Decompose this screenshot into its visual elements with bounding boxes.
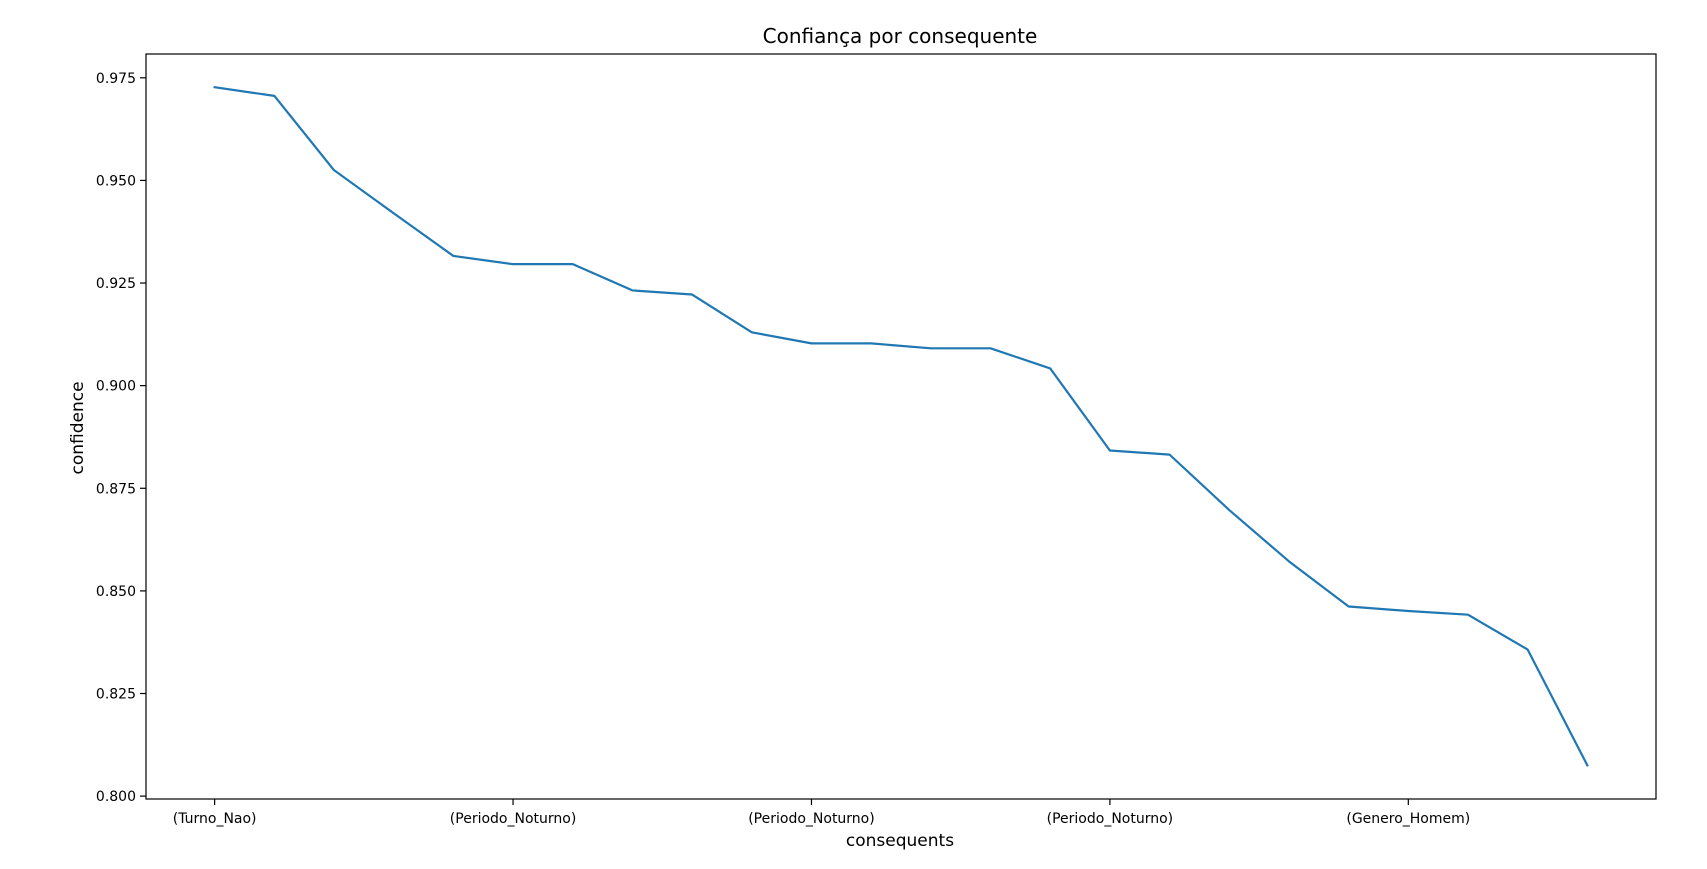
x-tick-label: (Periodo_Noturno): [450, 811, 577, 827]
x-axis-label: consequents: [846, 831, 954, 851]
x-tick-label: (Periodo_Noturno): [748, 811, 875, 827]
y-tick-label: 0.825: [96, 687, 136, 703]
chart-title: Confiança por consequente: [763, 24, 1038, 48]
y-axis-label: confidence: [68, 381, 88, 474]
y-tick-label: 0.975: [96, 71, 136, 87]
y-tick-label: 0.800: [96, 789, 136, 805]
y-tick-label: 0.900: [96, 379, 136, 395]
x-tick-label: (Periodo_Noturno): [1047, 811, 1174, 827]
series-line: [213, 86, 1589, 767]
x-axis: (Turno_Nao) (Periodo_Noturno) (Periodo_Not…: [173, 799, 1470, 827]
y-tick-label: 0.850: [96, 584, 136, 600]
plot-area: [145, 53, 1657, 800]
x-tick-label: (Turno_Nao): [173, 811, 257, 827]
y-tick-label: 0.950: [96, 173, 136, 189]
y-tick-label: 0.925: [96, 276, 136, 292]
plot-frame: [145, 53, 1657, 800]
x-tick-label: (Genero_Homem): [1346, 811, 1470, 827]
y-axis: 0.800 0.825 0.850 0.875 0.900 0.925 0.950 0.975: [96, 71, 146, 805]
y-tick-label: 0.875: [96, 481, 136, 497]
